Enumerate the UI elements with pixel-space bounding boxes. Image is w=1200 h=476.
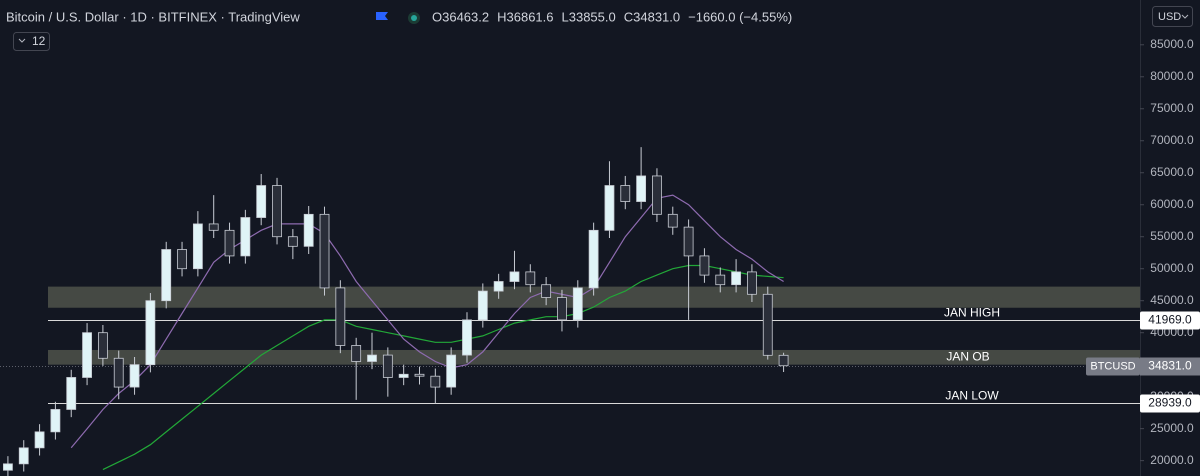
y-tick-label: 50000.0 <box>1150 261 1194 275</box>
price-tag <box>1140 394 1200 413</box>
level-label: JAN LOW <box>945 389 999 403</box>
ohlc-value: C34831.0 <box>624 9 680 24</box>
candle-body <box>462 319 472 356</box>
candle-body <box>18 447 29 465</box>
candle-body <box>430 375 441 388</box>
candle-body <box>715 274 726 286</box>
price-tag <box>1140 357 1200 376</box>
zone <box>48 286 1140 308</box>
chevron <box>18 38 26 43</box>
chart-title: Bitcoin / U.S. Dollar · 1D · BITFINEX · … <box>6 9 300 24</box>
y-tick-label: 70000.0 <box>1150 133 1194 147</box>
candle-body <box>3 463 13 471</box>
candle-body <box>699 255 710 276</box>
candle-body <box>446 354 457 388</box>
y-tick-label: 20000.0 <box>1150 453 1194 467</box>
y-tick-label: 25000.0 <box>1150 421 1194 435</box>
candle-body <box>192 223 203 270</box>
candle-body <box>667 213 678 228</box>
candle-body <box>303 213 314 247</box>
candle-body <box>256 185 267 218</box>
candle-body <box>335 287 346 346</box>
moving-average <box>70 194 784 449</box>
candle-body <box>97 332 108 359</box>
currency-button[interactable] <box>1152 6 1193 27</box>
candle-body <box>161 249 172 302</box>
candle-body <box>762 293 773 356</box>
candle-body <box>652 175 662 215</box>
indicator-count: 12 <box>32 34 46 48</box>
candle-body <box>145 300 156 366</box>
level-label: JAN HIGH <box>944 306 1000 320</box>
candle-body <box>414 373 425 377</box>
candle-body <box>493 281 504 292</box>
y-tick-label: 75000.0 <box>1150 101 1194 115</box>
price-tag-label: 28939.0 <box>1148 396 1192 410</box>
candle-body <box>588 229 599 289</box>
candle-body <box>367 354 377 362</box>
zone-label: JAN OB <box>946 349 989 363</box>
chevron <box>1181 14 1189 19</box>
candle-body <box>683 226 694 257</box>
ohlc-value: O36463.2 <box>432 9 489 24</box>
ohlc-stats: O36463.2 H36861.6 L33855.0 C34831.0 −1660.0 … <box>432 9 792 24</box>
candle-body <box>525 271 536 286</box>
candle-body <box>541 284 552 298</box>
candle-body <box>398 373 409 378</box>
flag-icon[interactable] <box>376 12 388 20</box>
zone <box>48 349 1140 365</box>
y-tick-label: 55000.0 <box>1150 229 1194 243</box>
candle-body <box>731 271 741 286</box>
candle-body <box>382 354 393 378</box>
candle-body <box>240 217 251 257</box>
y-tick-label: 65000.0 <box>1150 165 1194 179</box>
candle-body <box>557 297 567 321</box>
candle-body <box>747 271 757 295</box>
candle-body <box>636 175 647 202</box>
plot-area: JAN OB JAN HIGH JAN LOW <box>0 147 1140 476</box>
candle-body <box>129 364 140 388</box>
header: Bitcoin / U.S. Dollar · 1D · BITFINEX · … <box>6 6 1193 51</box>
price-tag-label: 34831.0 <box>1148 359 1192 373</box>
candle-body <box>778 354 789 367</box>
candle-body <box>82 332 92 378</box>
candle-body <box>113 357 124 388</box>
candle-body <box>224 229 235 257</box>
candle-body <box>66 377 77 410</box>
candle-body <box>177 249 187 270</box>
price-tags: 41969.0 28939.0 BTCUSD 34831.0 <box>1086 311 1200 413</box>
ohlc-value: −1660.0 (−4.55%) <box>688 9 792 24</box>
ohlc-value: L33855.0 <box>562 9 616 24</box>
y-tick-label: 80000.0 <box>1150 69 1194 83</box>
y-tick-label: 60000.0 <box>1150 197 1194 211</box>
candle-body <box>351 345 362 362</box>
candle-body <box>509 271 520 282</box>
indicator-toggle[interactable] <box>13 32 50 51</box>
candle-body <box>572 287 583 321</box>
candle-body <box>272 185 282 238</box>
price-tag-label: 41969.0 <box>1148 313 1192 327</box>
ohlc-value: H36861.6 <box>497 9 553 24</box>
status-dot <box>411 15 417 21</box>
price-axis: 20000.025000.030000.035000.040000.045000… <box>1140 37 1194 467</box>
y-tick-label: 85000.0 <box>1150 37 1194 51</box>
candle-body <box>477 290 488 321</box>
candle-body <box>604 185 615 231</box>
candle-body <box>620 185 631 202</box>
candle-body <box>319 213 330 289</box>
currency-label: USD <box>1158 11 1181 23</box>
symbol-tag <box>1086 357 1140 376</box>
y-tick-label: 45000.0 <box>1150 293 1194 307</box>
symbol-tag-label: BTCUSD <box>1090 360 1135 372</box>
candle-body <box>287 236 298 247</box>
moving-average <box>102 264 784 471</box>
candle-body <box>34 431 45 449</box>
price-tag <box>1140 311 1200 330</box>
candle-body <box>50 409 61 433</box>
candle-body <box>208 223 219 231</box>
